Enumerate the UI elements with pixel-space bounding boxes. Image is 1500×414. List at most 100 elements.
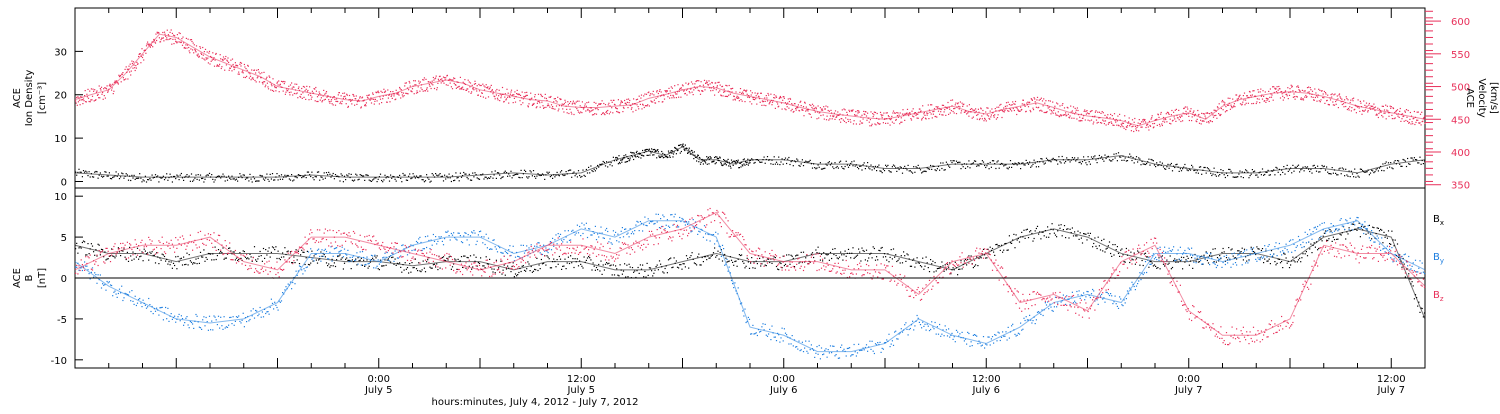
bx-series-point [1339, 233, 1341, 235]
density-series-point [322, 178, 324, 180]
velocity-series-point [955, 113, 958, 115]
velocity-series-point [479, 84, 481, 87]
velocity-series-point [993, 115, 995, 117]
velocity-series-point [582, 106, 584, 109]
velocity-series-point [1404, 110, 1406, 112]
velocity-series-point [377, 91, 379, 93]
bx-series-point [1285, 257, 1287, 259]
velocity-series-point [762, 100, 765, 102]
bx-series-point [79, 246, 81, 248]
velocity-series-point [163, 31, 166, 33]
velocity-series-point [132, 61, 135, 63]
by-series-point [86, 265, 88, 267]
density-series-point [961, 164, 963, 166]
bx-series-point [1168, 262, 1170, 264]
density-series-point [269, 173, 271, 175]
velocity-series-point [1388, 115, 1390, 117]
density-series-point [400, 177, 402, 179]
velocity-series-point [221, 66, 223, 68]
velocity-series-point [568, 112, 570, 115]
bx-series-point [1270, 250, 1273, 252]
bx-series-point [376, 255, 378, 257]
density-series-point [967, 166, 969, 168]
bx-series-point [1420, 307, 1422, 309]
velocity-series-point [1171, 109, 1173, 112]
velocity-series-point [275, 87, 277, 89]
velocity-series-point [468, 91, 470, 93]
bx-series-point [363, 259, 365, 261]
velocity-series-point [458, 85, 460, 87]
density-series-point [275, 176, 277, 178]
density-series-point [222, 173, 224, 175]
bx-series-point [1296, 261, 1298, 263]
velocity-series-point [79, 104, 81, 106]
velocity-series-point [1234, 106, 1236, 108]
density-series-point [724, 159, 726, 162]
density-series-point [1285, 167, 1287, 170]
density-series-point [116, 175, 118, 177]
bx-series-point [1033, 237, 1035, 240]
density-series-point [1198, 166, 1201, 168]
density-series-point [97, 177, 99, 179]
bx-series-point [881, 246, 883, 249]
velocity-series-point [1277, 92, 1279, 94]
density-series-point [696, 160, 698, 162]
bx-series-point [480, 257, 482, 259]
density-series-point [647, 148, 649, 151]
density-series-point [391, 177, 393, 179]
velocity-series-point [167, 34, 169, 36]
density-series-point [869, 168, 871, 170]
bx-series-point [1137, 250, 1139, 252]
velocity-series-point [625, 102, 627, 104]
density-series-point [284, 174, 286, 176]
density-series-point [642, 149, 644, 152]
velocity-series-point [156, 39, 158, 42]
velocity-series-point [953, 112, 955, 114]
velocity-series-point [1077, 109, 1079, 112]
bx-series-point [313, 255, 315, 257]
bx-series-point [579, 260, 581, 262]
bx-series-point [718, 258, 720, 260]
density-series-point [877, 166, 879, 168]
velocity-series-point [757, 92, 759, 94]
density-series-point [669, 156, 671, 158]
velocity-series-point [423, 77, 425, 79]
density-series-point [1373, 172, 1375, 174]
bx-series-point [737, 258, 739, 260]
velocity-series-point [854, 115, 856, 117]
velocity-series-point [1334, 93, 1336, 95]
velocity-series-point [853, 120, 855, 122]
bx-series-point [540, 258, 542, 261]
velocity-series-point [1186, 106, 1188, 108]
velocity-series-point [821, 108, 823, 110]
velocity-series-point [297, 87, 299, 90]
velocity-series-point [134, 67, 136, 69]
density-series-point [729, 165, 731, 167]
velocity-series-point [561, 103, 563, 105]
velocity-series-point [285, 91, 287, 93]
velocity-series-point [1265, 97, 1267, 99]
density-series-point [499, 174, 501, 176]
velocity-series-point [1163, 119, 1165, 121]
bx-series-point [700, 264, 702, 266]
bx-series-point [1196, 258, 1198, 260]
density-series-point [1112, 158, 1114, 161]
density-series-point [639, 153, 641, 155]
density-series-point [593, 168, 595, 170]
bx-series-point [1231, 248, 1233, 250]
velocity-series-point [1250, 96, 1252, 98]
velocity-series-point [1267, 98, 1269, 100]
velocity-series-point [582, 108, 585, 110]
velocity-series-point [643, 106, 645, 109]
velocity-series-point [201, 53, 203, 55]
velocity-series-point [1309, 87, 1311, 89]
velocity-series-point [966, 113, 968, 115]
density-series-point [692, 154, 694, 156]
velocity-series-point [1389, 112, 1391, 114]
density-series-point [138, 177, 140, 179]
bx-series-point [642, 264, 644, 266]
density-series-point [507, 175, 509, 177]
velocity-series-point [593, 114, 595, 116]
bx-series-point [476, 265, 478, 267]
density-series-point [926, 167, 928, 169]
